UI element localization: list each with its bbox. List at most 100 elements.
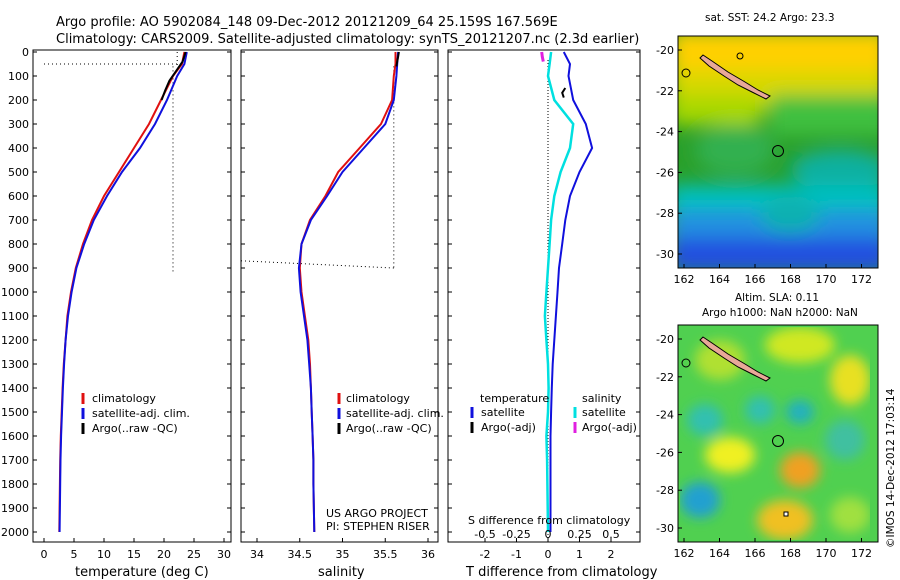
series-line (543, 51, 575, 533)
sst-map (678, 36, 878, 268)
lat-tick-label: -28 (656, 207, 674, 220)
depth-tick-label: 300 (8, 118, 29, 131)
legend-label-argo: Argo(..raw -QC) (346, 422, 432, 435)
depth-tick-label: 1300 (1, 358, 29, 371)
depth-tick-label: 900 (8, 262, 29, 275)
depth-tick-label: 1100 (1, 310, 29, 323)
x-tick-label: 30 (217, 548, 231, 561)
sla-lon-axis: 162 164 166 168 170 172 (674, 538, 872, 560)
lon-tick-label: 166 (745, 547, 766, 560)
reference-line (240, 260, 394, 269)
lat-tick-label: -24 (656, 126, 674, 139)
depth-tick-label: 500 (8, 166, 29, 179)
imos-timestamp: ©IMOS 14-Dec-2012 17:03:14 (885, 388, 897, 548)
header-line-1: Argo profile: AO 5902084_148 09-Dec-2012… (56, 15, 558, 30)
sst-lat-axis: -20 -22 -24 -26 -28 -30 (656, 44, 682, 261)
header-line-2: Climatology: CARS2009. Satellite-adjuste… (56, 32, 639, 47)
sla-map-frame (677, 324, 879, 543)
x-tick-label: 0 (41, 548, 48, 561)
depth-tick-label: 1800 (1, 478, 29, 491)
series-line (58, 51, 188, 533)
x-tick-label: 35 (336, 548, 350, 561)
legend-label-s-argo: Argo(-adj) (582, 421, 637, 434)
credit-pi: PI: STEPHEN RISER (326, 520, 430, 533)
lat-tick-label: -20 (656, 44, 674, 57)
salinity-series (297, 51, 400, 533)
salinity-reference-lines (240, 66, 395, 269)
credit-project: US ARGO PROJECT (326, 507, 428, 520)
lon-tick-label: 170 (816, 273, 837, 286)
legend-label-s-satellite: satellite (582, 406, 626, 419)
lon-tick-label: 168 (780, 547, 801, 560)
lat-tick-label: -26 (656, 166, 674, 179)
lon-tick-label: 168 (780, 273, 801, 286)
x-tick-label: 34 (250, 548, 264, 561)
series-line (561, 87, 567, 98)
lat-tick-label: -28 (656, 484, 674, 497)
legend-label-satellite: satellite-adj. clim. (346, 407, 444, 420)
s-difference-label: S difference from climatology (468, 514, 631, 527)
lat-tick-label: -22 (656, 85, 674, 98)
temperature-reference-lines (44, 52, 182, 273)
x-tick-label: 0 (545, 548, 552, 561)
legend-title-salinity: salinity (582, 392, 622, 405)
sst-map-frame (677, 35, 879, 269)
lat-tick-label: -30 (656, 248, 674, 261)
temperature-series (58, 51, 188, 533)
series-line (540, 51, 545, 62)
lon-tick-label: 166 (745, 273, 766, 286)
sla-map-title-1: Altim. SLA: 0.11 (735, 292, 819, 304)
depth-tick-label: 1600 (1, 430, 29, 443)
temperature-legend: climatology satellite-adj. clim. Argo(..… (81, 392, 190, 435)
depth-tick-label: 400 (8, 142, 29, 155)
s-tick-label: -0.25 (502, 528, 530, 541)
difference-panel (447, 49, 641, 543)
s-tick-label: 0.5 (602, 528, 620, 541)
salinity-xlabel: salinity (318, 565, 365, 580)
sla-lat-axis: -20 -22 -24 -26 -28 -30 (656, 333, 682, 535)
x-tick-label: -2 (480, 548, 491, 561)
x-tick-label: 34.5 (288, 548, 313, 561)
depth-tick-label: 1700 (1, 454, 29, 467)
legend-label-t-argo: Argo(-adj) (481, 421, 536, 434)
legend-label-t-satellite: satellite (481, 406, 525, 419)
lat-tick-label: -22 (656, 371, 674, 384)
x-tick-label: 2 (608, 548, 615, 561)
depth-axis: 0 100 200 300 400 500 600 700 800 900 1000 1100 1200… (1, 46, 640, 539)
lon-tick-label: 162 (674, 273, 695, 286)
x-tick-label: 15 (127, 548, 141, 561)
legend-label-climatology: climatology (346, 392, 410, 405)
depth-tick-label: 0 (22, 46, 29, 59)
x-tick-label: 10 (97, 548, 111, 561)
sst-lon-axis: 162 164 166 168 170 172 (674, 264, 872, 286)
s-tick-label: 0 (545, 528, 552, 541)
x-tick-label: 1 (576, 548, 583, 561)
lon-tick-label: 172 (851, 547, 872, 560)
series-line (160, 51, 187, 101)
salinity-x-axis: 34 34.5 35 35.5 36 (250, 538, 435, 561)
lat-tick-label: -24 (656, 409, 674, 422)
depth-tick-label: 100 (8, 70, 29, 83)
depth-tick-label: 700 (8, 214, 29, 227)
x-tick-label: 5 (71, 548, 78, 561)
temperature-x-axis: 0 5 10 15 20 25 30 (41, 538, 231, 561)
temperature-xlabel: temperature (deg C) (75, 565, 209, 580)
depth-tick-label: 1200 (1, 334, 29, 347)
x-tick-label: -1 (511, 548, 522, 561)
lon-tick-label: 172 (851, 273, 872, 286)
lon-tick-label: 170 (816, 547, 837, 560)
difference-x-axis: -2 -1 0 1 2 -0.5 -0.25 0 0.25 0.5 (474, 528, 619, 561)
salinity-panel (240, 49, 439, 543)
sla-map-title-2: Argo h1000: NaN h2000: NaN (702, 307, 858, 319)
lon-tick-label: 164 (709, 547, 730, 560)
depth-tick-label: 1900 (1, 502, 29, 515)
legend-label-argo: Argo(..raw -QC) (92, 422, 178, 435)
x-tick-label: 36 (421, 548, 435, 561)
depth-tick-label: 600 (8, 190, 29, 203)
series-line (549, 51, 594, 532)
depth-tick-label: 800 (8, 238, 29, 251)
lon-tick-label: 162 (674, 547, 695, 560)
x-tick-label: 25 (187, 548, 201, 561)
s-tick-label: 0.25 (567, 528, 592, 541)
